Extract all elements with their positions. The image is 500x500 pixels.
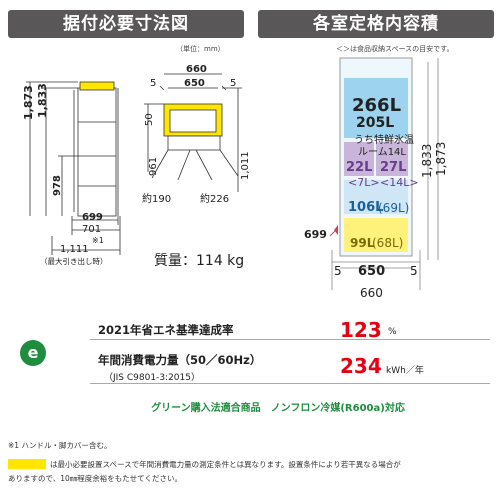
top-rear-gap: 50 bbox=[144, 113, 155, 126]
top-gap-left: 5 bbox=[150, 78, 157, 89]
units-note: （単位：mm） bbox=[176, 45, 225, 53]
header-installation-dims: 据付必要寸法図 bbox=[8, 10, 244, 38]
freezer-capacity: 106L bbox=[348, 200, 384, 215]
capacity-diagram bbox=[329, 57, 439, 290]
standard-label: 2021年省エネ基準達成率 bbox=[98, 323, 234, 337]
power-label: 年間消費電力量（50／60Hz） bbox=[98, 353, 262, 367]
top-view-diagram bbox=[144, 73, 242, 192]
ice-b-food: <14L> bbox=[380, 176, 419, 189]
ice-a-capacity: 22L bbox=[346, 160, 373, 175]
ice-b-capacity: 27L bbox=[380, 160, 407, 175]
standard-value: 123 bbox=[340, 318, 382, 342]
top-depth-961: 961 bbox=[148, 156, 159, 176]
note-space-2: ありますので、10㎜程度余裕をもたせてください。 bbox=[8, 474, 183, 483]
cap-width-inner: 650 bbox=[358, 264, 386, 279]
eco-mark-icon: e bbox=[20, 340, 46, 366]
cap-width-total: 660 bbox=[360, 286, 383, 300]
side-height-total: 1,873 bbox=[22, 85, 35, 120]
side-depth-open-note: （最大引き出し時） bbox=[40, 257, 108, 266]
side-depth-open: 1,111 bbox=[60, 244, 89, 255]
top-gap-right: 5 bbox=[230, 78, 237, 89]
food-space-note: ＜＞は食品収納スペースの目安です。 bbox=[336, 45, 454, 53]
side-handle-mark: ※1 bbox=[92, 236, 104, 245]
highlight-swatch bbox=[8, 459, 46, 469]
side-height-978: 978 bbox=[52, 175, 63, 196]
veg-food: (68L) bbox=[372, 236, 404, 250]
side-depth-699: 699 bbox=[82, 212, 103, 223]
top-depth-1011: 1,011 bbox=[240, 151, 251, 180]
note-handle: ※1 ハンドル・脚カバー含む。 bbox=[8, 441, 112, 450]
header-left-text: 据付必要寸法図 bbox=[63, 14, 189, 34]
note-space-1: は最小必要設置スペースで年間消費電力量の測定条件とは異なります。設置条件により若… bbox=[50, 460, 401, 469]
cap-gap-left: 5 bbox=[334, 264, 342, 278]
ice-a-food: <7L> bbox=[348, 176, 380, 189]
room-label-2: ルーム14L bbox=[358, 147, 406, 158]
freezer-food: (69L) bbox=[378, 201, 410, 215]
veg-capacity: 99L bbox=[350, 236, 375, 250]
cap-gap-right: 5 bbox=[410, 264, 418, 278]
green-line-text: グリーン購入法適合商品 ノンフロン冷媒(R600a)対応 bbox=[151, 403, 405, 414]
power-value: 234 bbox=[340, 354, 382, 378]
room-label-1: うち特鮮氷温 bbox=[354, 135, 414, 146]
side-height-body: 1,833 bbox=[36, 83, 49, 118]
power-sub: （JIS C9801-3:2015） bbox=[104, 373, 200, 383]
standard-unit: % bbox=[388, 327, 397, 337]
header-right-text: 各室定格内容積 bbox=[313, 14, 439, 34]
weight-label: 質量：114 kg bbox=[154, 253, 245, 269]
side-view-diagram bbox=[26, 81, 121, 255]
green-purchase-line: グリーン購入法適合商品 ノンフロン冷媒(R600a)対応 bbox=[58, 396, 498, 415]
cap-depth: 699 bbox=[304, 228, 327, 241]
power-unit: kWh／年 bbox=[386, 366, 424, 376]
top-width-total: 660 bbox=[186, 64, 207, 75]
fridge-capacity: 266L bbox=[352, 95, 402, 116]
special-capacity: 205L bbox=[356, 115, 395, 131]
cap-height-1833: 1,833 bbox=[420, 143, 434, 178]
cap-height-1873: 1,873 bbox=[434, 141, 448, 176]
top-width-inner: 650 bbox=[184, 78, 205, 89]
energy-row-power: 年間消費電力量（50／60Hz） （JIS C9801-3:2015） 234 … bbox=[90, 348, 490, 384]
side-depth-701: 701 bbox=[82, 224, 102, 235]
top-door-right: 約226 bbox=[200, 194, 230, 205]
top-door-left: 約190 bbox=[142, 194, 172, 205]
header-capacity: 各室定格内容積 bbox=[258, 10, 494, 38]
eco-mark-letter: e bbox=[27, 343, 39, 362]
energy-row-standard: 2021年省エネ基準達成率 123 % bbox=[90, 318, 490, 342]
